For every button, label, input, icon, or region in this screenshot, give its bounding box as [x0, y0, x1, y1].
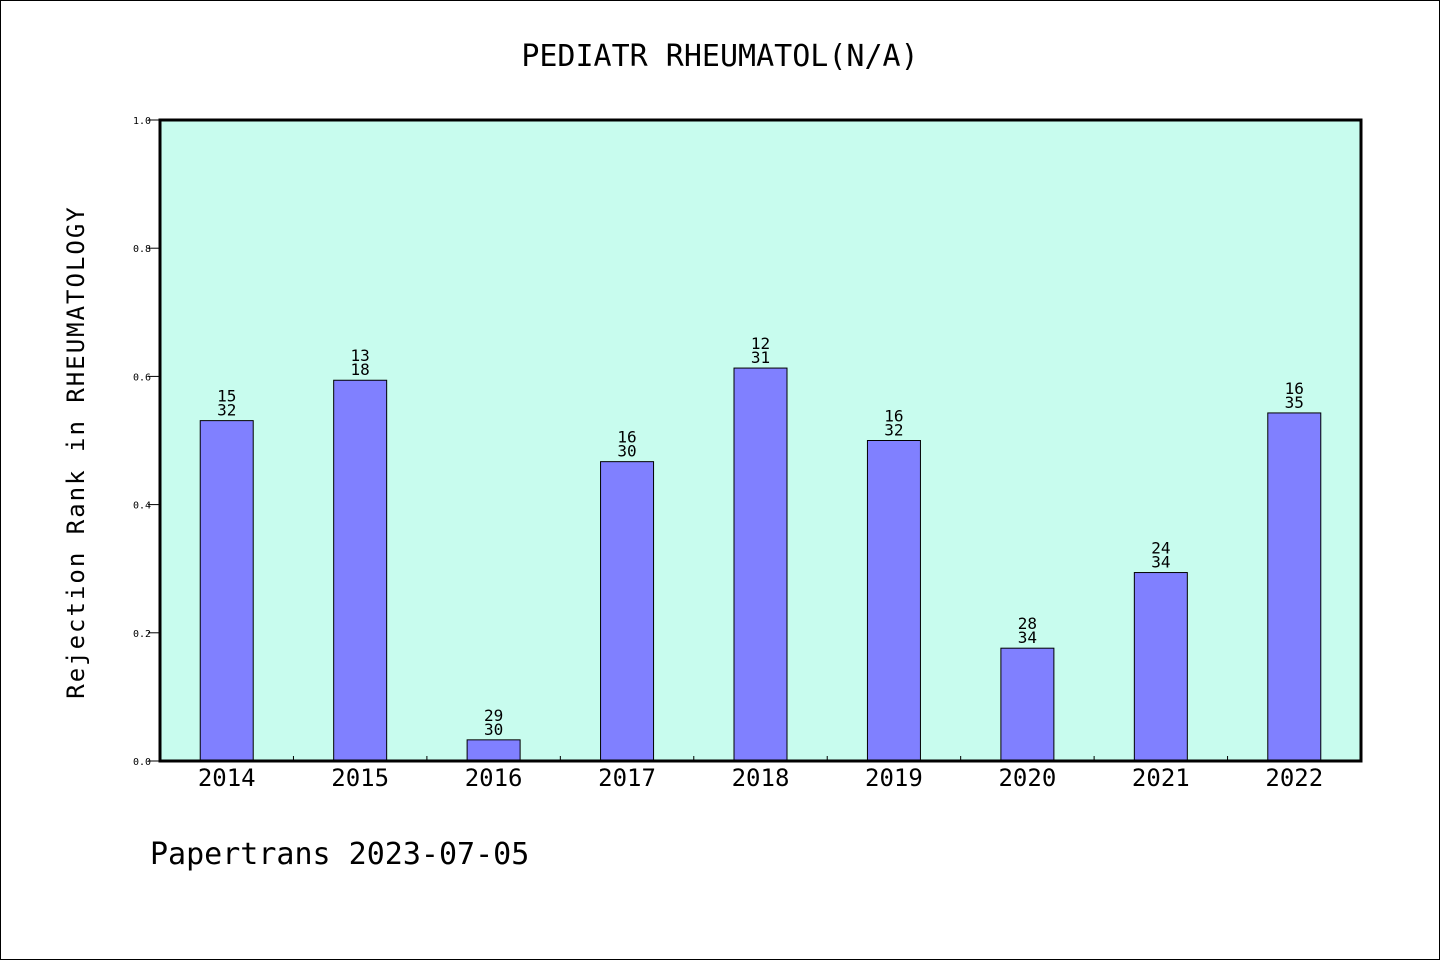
bar-label-top-2019: 16	[884, 407, 903, 426]
bar-label-top-2014: 15	[217, 387, 236, 406]
x-tick-label-2016: 2016	[465, 764, 523, 792]
x-tick-label-2019: 2019	[865, 764, 923, 792]
footer-text: Papertrans 2023-07-05	[150, 837, 529, 872]
y-tick-label-1.0: 1.0	[133, 116, 151, 127]
bar-2020	[1000, 647, 1055, 762]
y-axis: 0.0 0.2 0.4 0.6 0.8 1.0	[133, 116, 160, 768]
y-tick-label-0.6: 0.6	[133, 372, 151, 383]
bar-2014	[199, 420, 254, 762]
bar-2021	[1133, 572, 1188, 762]
bar-label-bottom-2015: 18	[351, 360, 370, 379]
chart-title: PEDIATR RHEUMATOL(N/A)	[521, 39, 918, 74]
x-tick-label-2018: 2018	[732, 764, 790, 792]
y-tick-label-0.4: 0.4	[133, 501, 151, 512]
bar-label-top-2015: 13	[351, 346, 370, 365]
bar-2019	[866, 440, 921, 762]
x-tick-label-2015: 2015	[331, 764, 389, 792]
bar-2022	[1267, 412, 1322, 762]
bar-label-top-2017: 16	[617, 428, 636, 447]
x-tick-label-2014: 2014	[198, 764, 256, 792]
bar-label-top-2016: 29	[484, 706, 503, 725]
bar-label-bottom-2021: 34	[1151, 553, 1170, 572]
bar-label-top-2018: 12	[751, 334, 770, 353]
bar-label-bottom-2018: 31	[751, 348, 770, 367]
plot-border	[158, 118, 1363, 763]
x-tick-label-2020: 2020	[998, 764, 1056, 792]
bar-2017	[600, 461, 655, 762]
bar-2016	[466, 739, 521, 762]
bar-label-bottom-2014: 32	[217, 401, 236, 420]
bar-label-bottom-2019: 32	[884, 421, 903, 440]
y-tick-label-0.0: 0.0	[133, 757, 151, 768]
y-tick-label-0.8: 0.8	[133, 244, 151, 255]
x-tick-label-2017: 2017	[598, 764, 656, 792]
bar-label-bottom-2016: 30	[484, 720, 503, 739]
bar-label-top-2021: 24	[1151, 539, 1170, 558]
x-tick-label-2022: 2022	[1265, 764, 1323, 792]
bar-label-bottom-2022: 35	[1285, 393, 1304, 412]
x-axis: 2014 2015 2016 2017 2018 2019 2020 2021 2022	[198, 756, 1323, 792]
y-tick-label-0.2: 0.2	[133, 629, 151, 640]
bar-2018	[733, 367, 788, 762]
y-axis-label: Rejection Rank in RHEUMATOLOGY	[62, 205, 90, 698]
bars-group	[199, 367, 1322, 762]
bar-label-bottom-2020: 34	[1018, 628, 1037, 647]
bar-label-top-2020: 28	[1018, 614, 1037, 633]
bar-2015	[333, 379, 388, 762]
bar-label-bottom-2017: 30	[617, 442, 636, 461]
bar-label-top-2022: 16	[1285, 379, 1304, 398]
x-tick-label-2021: 2021	[1132, 764, 1190, 792]
